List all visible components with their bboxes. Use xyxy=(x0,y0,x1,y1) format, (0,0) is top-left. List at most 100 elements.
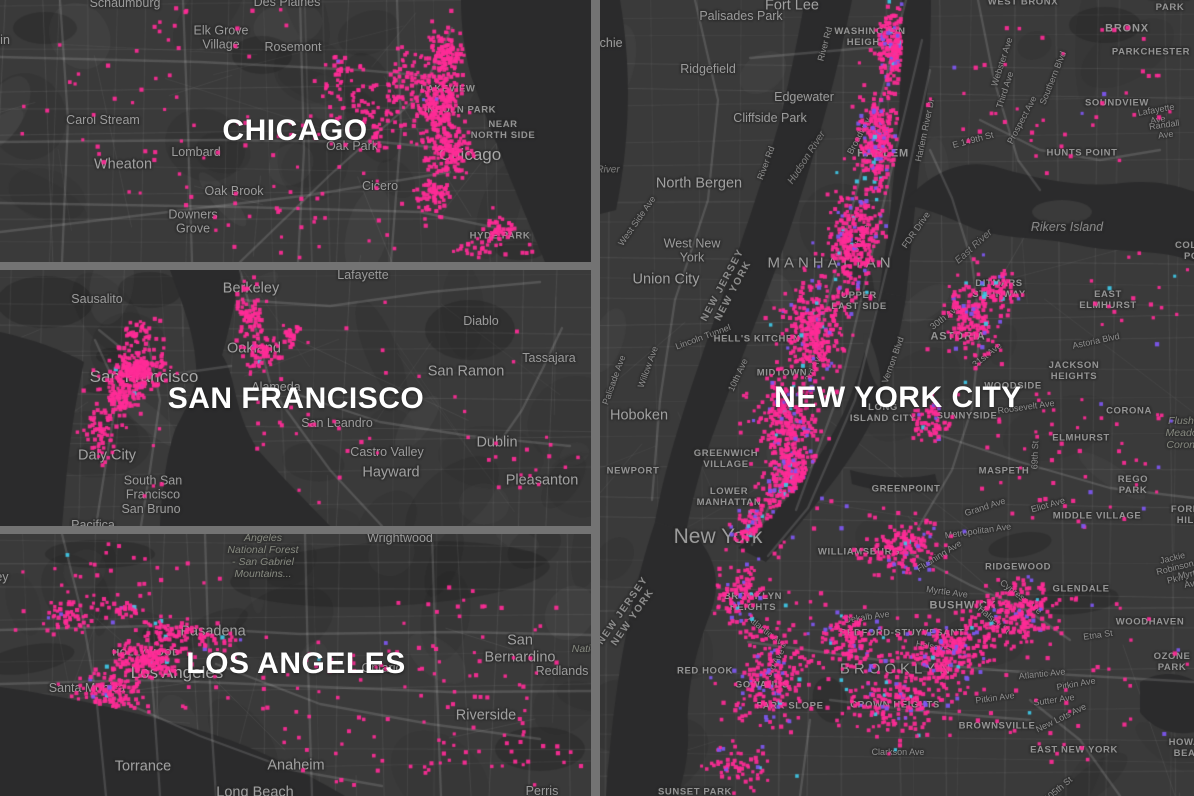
place-label: River Rd xyxy=(815,25,835,63)
place-label: Halsey St xyxy=(915,638,955,656)
place-label: JACKSON HEIGHTS xyxy=(1048,360,1100,382)
place-label: Lincoln Tunnel xyxy=(673,322,732,352)
place-label: Sutter Ave xyxy=(1032,691,1076,708)
place-label: Hudson River xyxy=(785,129,828,187)
place-label: Pleasanton xyxy=(505,472,579,489)
place-label: LOWER MANHATTAN xyxy=(696,486,762,508)
place-label: DITMARS STEINWAY xyxy=(972,278,1026,300)
place-label: East River xyxy=(953,227,995,267)
place-label: Downers Grove xyxy=(168,207,218,236)
place-label: Pasadena xyxy=(180,623,246,640)
place-label: E 149th St xyxy=(951,129,995,151)
place-label: NEAR NORTH SIDE xyxy=(470,119,536,141)
place-label: Cypress Ave xyxy=(998,577,1045,617)
place-label: Webster Ave xyxy=(989,36,1015,88)
place-label: RED HOOK xyxy=(677,665,733,677)
place-label: Astoria Blvd xyxy=(1071,330,1121,351)
place-label: WILLIAMSBURG xyxy=(817,546,901,558)
map-panel-chicago[interactable]: Schaumburg Des Plaines Elk Grove Village Ro… xyxy=(0,0,591,262)
place-label: OZONE PARK xyxy=(1153,651,1191,673)
place-label: San Leandro xyxy=(301,415,373,430)
place-label: WOODHAVEN xyxy=(1115,616,1185,628)
place-label: Dublin xyxy=(476,434,518,451)
place-label: New Lots Ave xyxy=(1034,701,1088,735)
place-label: Eliot Ave xyxy=(1029,495,1067,515)
place-label: Rikers Island xyxy=(1030,219,1104,234)
place-label: West Side Ave xyxy=(616,194,658,248)
place-label: San Bruno xyxy=(121,501,181,516)
place-label: GREENWICH VILLAGE xyxy=(693,448,759,470)
place-label: 3rd Ave xyxy=(763,647,787,679)
place-label: Southern Blvd xyxy=(1037,49,1069,107)
place-label: Ridgefield xyxy=(680,61,736,76)
place-label: Moonachie xyxy=(600,35,623,50)
place-label: GLENDALE xyxy=(1052,583,1110,595)
place-label: HUNTS POINT xyxy=(1046,147,1118,159)
place-label: Oakland xyxy=(226,340,282,357)
place-label: 30th Ave xyxy=(928,302,962,332)
place-label: E 105th St xyxy=(1035,774,1075,796)
place-label: Oak Park xyxy=(325,138,379,153)
map-panel-san-francisco[interactable]: Sausalito Berkeley Lafayette Diablo Tassajar… xyxy=(0,270,591,526)
place-label: BROOKLYN xyxy=(839,660,955,678)
place-label: Union City xyxy=(632,271,700,288)
place-label: Anaheim xyxy=(267,757,325,774)
place-label: ASTORIA xyxy=(930,330,986,343)
place-label: Hoboken xyxy=(609,407,669,424)
place-label: 10th Ave xyxy=(725,357,750,393)
place-label: GOWANUS xyxy=(734,679,790,691)
place-label: Broadway xyxy=(845,115,873,156)
place-label: Alameda xyxy=(251,379,301,394)
place-label: Angeles National Forest - San Gabriel Mo… xyxy=(227,534,299,581)
place-label: HARLEM xyxy=(857,147,909,160)
place-label: NEW JERSEY NEW YORK xyxy=(600,574,657,648)
place-label: WEST BRONX xyxy=(987,0,1059,8)
place-label: River Rd xyxy=(755,144,777,182)
place-label: Chicago xyxy=(438,145,502,165)
place-label: Atlantic Ave xyxy=(1018,666,1066,682)
place-label: Roosevelt Ave xyxy=(996,397,1056,416)
place-label: Fort Lee xyxy=(765,0,819,14)
place-label: Diablo xyxy=(463,313,499,328)
place-label: Long Beach xyxy=(216,784,294,796)
place-label: Carol Stream xyxy=(66,112,140,127)
place-label: MANHATTAN xyxy=(767,254,895,272)
place-label: West New York xyxy=(663,236,721,265)
place-label: BUSHWICK xyxy=(929,599,997,612)
place-label: Wheaton xyxy=(93,156,153,173)
place-label: LAKEVIEW xyxy=(420,83,476,95)
place-label: REGO PARK xyxy=(1117,474,1149,496)
place-label: BROOKLYN HEIGHTS xyxy=(723,591,783,613)
place-label: UPPER EAST SIDE xyxy=(831,290,887,312)
place-label: Flushing Meadows Corona... xyxy=(1165,414,1194,452)
place-label: 31st Ave xyxy=(970,340,1004,370)
map-panel-los-angeles[interactable]: Angeles National Forest - San Gabriel Mo… xyxy=(0,534,591,796)
place-label: MASPETH xyxy=(978,465,1030,477)
place-label: ELMHURST xyxy=(1052,432,1110,444)
place-label: Santa Monica xyxy=(48,680,126,695)
place-label: Willow Ave xyxy=(635,344,660,390)
place-label: EAST NEW YORK xyxy=(1030,744,1118,756)
place-label: CORONA xyxy=(1106,405,1152,417)
place-label: FOREST HILLS xyxy=(1170,504,1194,526)
place-label: Berkeley xyxy=(222,280,280,297)
place-label: San Bernardino xyxy=(484,632,556,665)
place-label: Tassajara xyxy=(522,350,576,365)
place-label: Castro Valley xyxy=(350,444,424,459)
place-label: 69th St xyxy=(1029,440,1041,470)
place-label: Lombard xyxy=(171,144,221,159)
place-label: 5th Ave xyxy=(849,222,872,254)
place-label: HYDE PARK xyxy=(469,230,531,242)
place-label: LINCOLN PARK xyxy=(417,104,497,116)
place-label: San Ramon xyxy=(427,363,505,380)
place-label: Palisade Ave xyxy=(600,353,628,407)
place-label: HOLLYWOOD xyxy=(112,647,180,659)
place-labels: Schaumburg Des Plaines Elk Grove Village Ro… xyxy=(0,0,591,262)
place-label: WASHINGTON HEIGHTS xyxy=(834,26,906,48)
place-label: CROWN HEIGHTS xyxy=(850,699,940,711)
place-label: Ontario xyxy=(361,660,403,675)
place-label: Perris xyxy=(525,783,559,796)
place-label: 3rd Ave xyxy=(802,351,825,383)
